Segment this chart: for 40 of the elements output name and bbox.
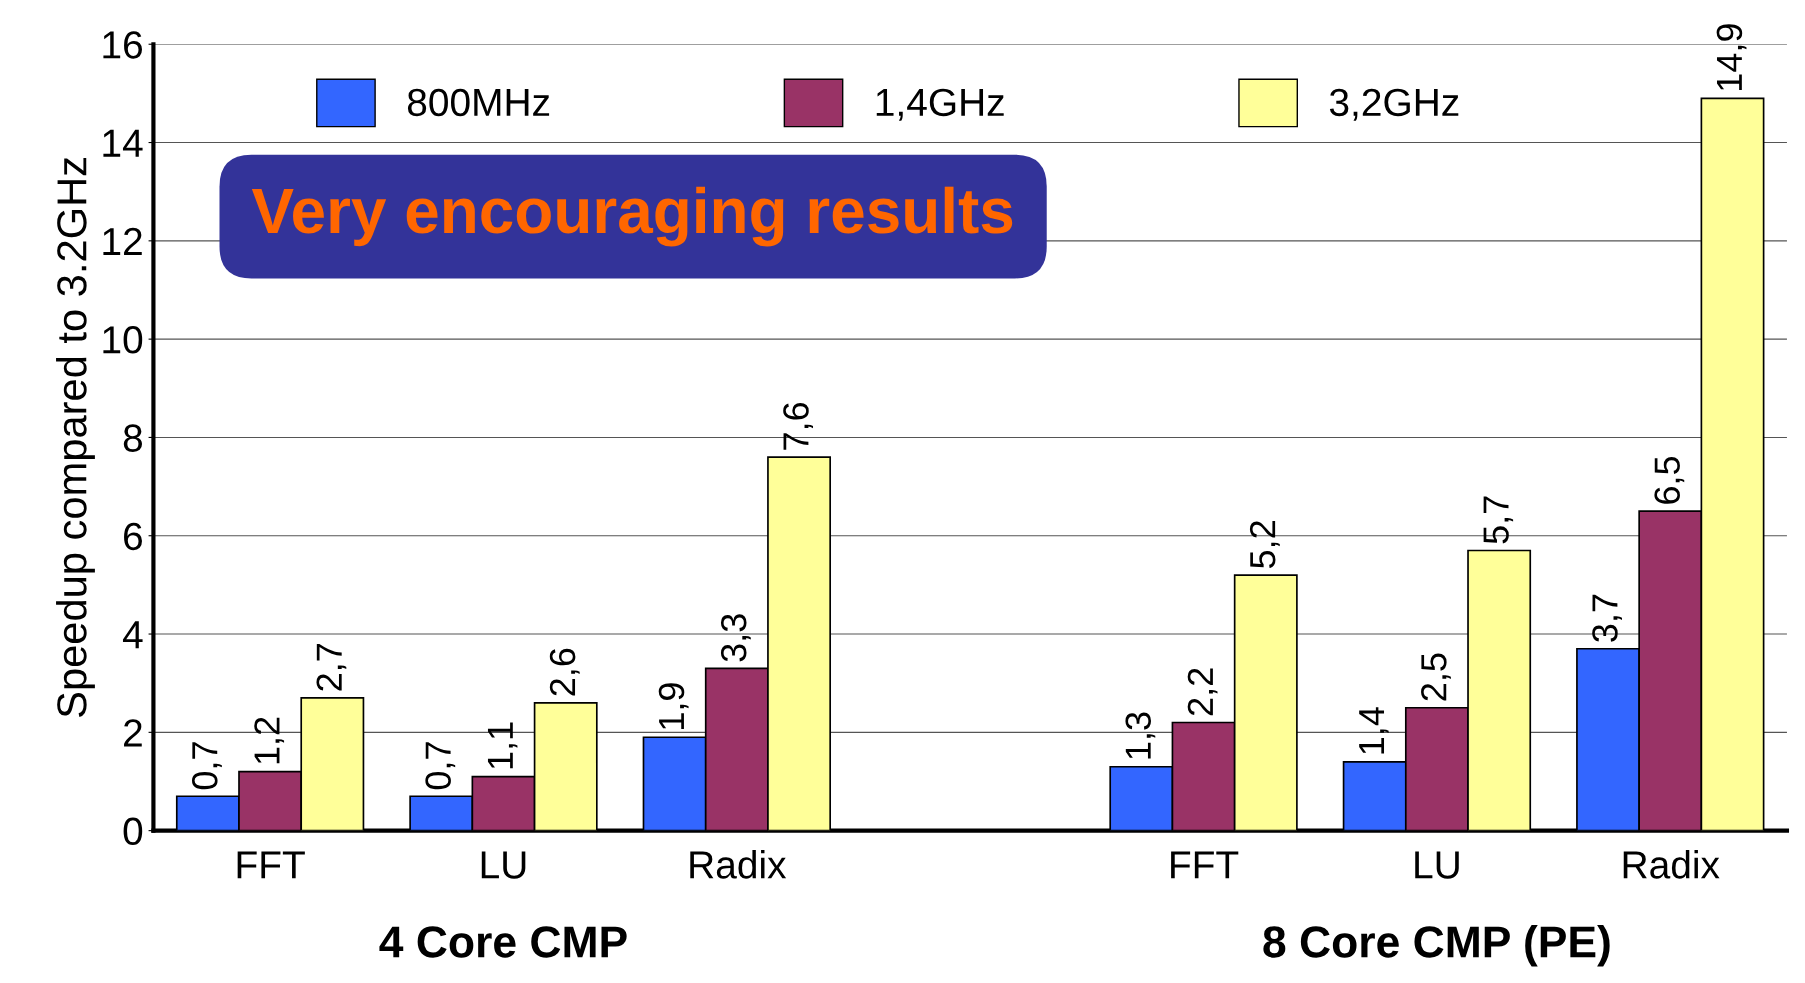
data-label: 5,7 (1483, 496, 1514, 544)
legend-label: 1,4GHz (876, 88, 1004, 121)
data-label: 2,5 (1421, 653, 1451, 701)
y-tick-label: 16 (103, 31, 142, 59)
y-tick-label: 0 (123, 817, 143, 846)
data-label: 5,2 (1249, 521, 1280, 569)
data-label: 1,9 (658, 683, 689, 729)
data-label: 2,6 (549, 648, 580, 696)
legend-label: 3,2GHz (1329, 88, 1459, 121)
data-label: 2,2 (1187, 668, 1218, 716)
text: 4 Core CMP (379, 926, 627, 958)
y-tick-label: 14 (103, 129, 143, 157)
data-label: 1,4 (1359, 707, 1389, 754)
y-tick-label: 10 (103, 326, 143, 354)
x-tick-label: Radix (1623, 850, 1720, 879)
y-tick-label: 6 (124, 522, 142, 551)
y-tick-label: 4 (122, 621, 143, 649)
data-label: 7,6 (783, 402, 814, 450)
x-tick-label: Radix (690, 850, 787, 879)
data-label: 1,1 (487, 722, 518, 769)
annotation: Very encouraging results (251, 186, 1013, 247)
data-label: 0,7 (192, 742, 222, 790)
x-tick-label: FFT (1171, 851, 1239, 879)
y-axis-title: Speedup compared to 3.2GHz (56, 158, 95, 717)
x-tick-label: LU (1415, 851, 1459, 879)
data-label: 6,5 (1654, 456, 1685, 504)
x-tick-label: FFT (237, 851, 305, 879)
y-tick-label: 2 (124, 719, 142, 747)
data-label: 0,7 (425, 742, 456, 790)
y-tick-label: 8 (123, 424, 143, 452)
text: 8 Core CMP (PE) (1263, 925, 1610, 967)
y-tick-label: 12 (103, 227, 142, 255)
data-label: 2,7 (316, 643, 347, 691)
data-label: 3,7 (1592, 594, 1622, 642)
x-tick-label: LU (481, 851, 526, 879)
data-label: 1,2 (254, 717, 285, 764)
data-label: 1,3 (1125, 712, 1156, 759)
legend-label: 800MHz (407, 88, 550, 117)
data-label: 3,3 (720, 614, 751, 662)
data-label: 14,9 (1716, 24, 1747, 90)
